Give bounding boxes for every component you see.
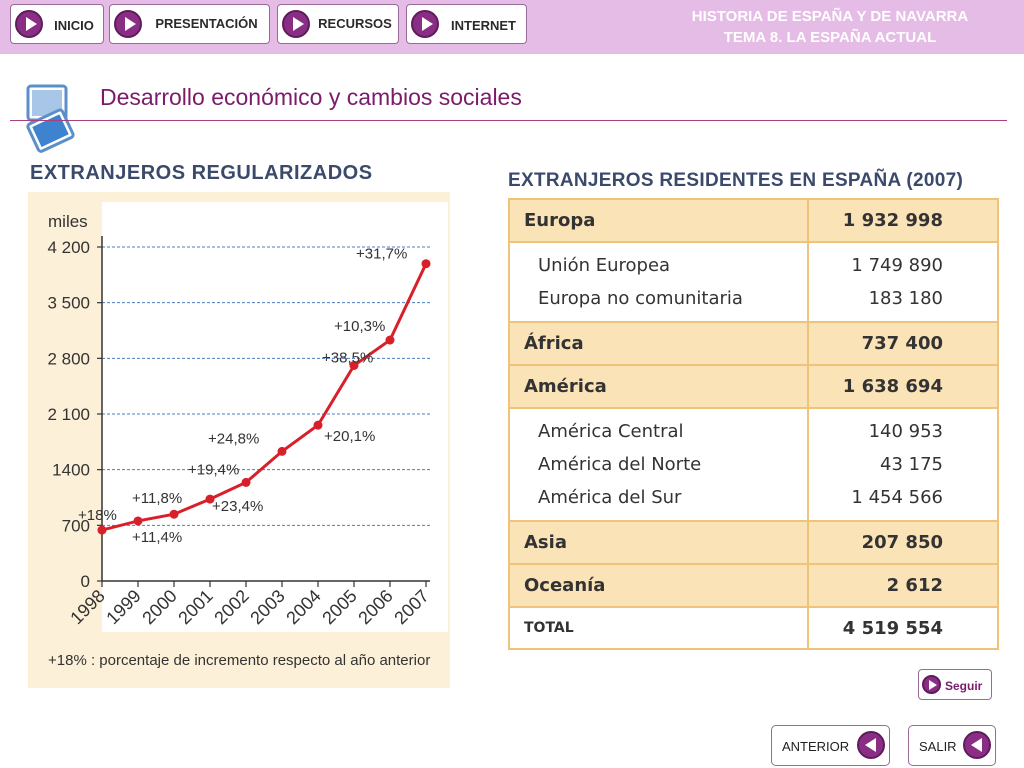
course-header: HISTORIA DE ESPAÑA Y DE NAVARRA TEMA 8. …: [660, 6, 1000, 48]
data-label: +38,5%: [322, 349, 373, 366]
data-label: +23,4%: [212, 498, 263, 515]
residents-table: Europa 1 932 998 Unión Europea Europa no…: [508, 198, 999, 650]
y-tick-label: 3 500: [47, 294, 90, 313]
table-row-europa-detail: Unión Europea Europa no comunitaria 1 74…: [508, 241, 999, 323]
data-label: +11,4%: [132, 529, 182, 546]
data-point: [349, 360, 359, 370]
nav-inicio-label: INICIO: [54, 18, 94, 33]
nav-presentacion-label: PRESENTACIÓN: [155, 16, 258, 31]
sub-label: América Central: [538, 421, 684, 442]
row-label: Oceanía: [508, 563, 809, 608]
data-label: +19,4%: [188, 461, 239, 478]
row-label: América: [508, 364, 809, 409]
sub-value: 1 749 890: [851, 255, 943, 276]
sub-label: Unión Europea: [538, 255, 671, 276]
data-label: +18%: [78, 507, 117, 524]
y-tick-label: 2 100: [47, 405, 90, 424]
data-label: +10,3%: [334, 318, 385, 335]
nav-internet-button[interactable]: INTERNET: [406, 4, 527, 44]
row-value: 1 932 998: [807, 198, 999, 243]
nav-internet-label: INTERNET: [451, 18, 516, 33]
row-sub-labels: Unión Europea Europa no comunitaria: [508, 241, 809, 323]
sub-label: América del Sur: [538, 487, 682, 508]
salir-button[interactable]: SALIR: [908, 725, 996, 766]
y-tick-label: 2 800: [47, 349, 90, 368]
row-value: 4 519 554: [807, 606, 999, 650]
table-row-america-detail: América Central América del Norte Améric…: [508, 407, 999, 522]
series-line: [101, 263, 428, 532]
back-arrow-icon: [857, 731, 885, 759]
table-heading: EXTRANJEROS RESIDENTES EN ESPAÑA (2007): [508, 170, 964, 191]
anterior-label: ANTERIOR: [782, 739, 850, 754]
back-arrow-icon: [963, 731, 991, 759]
course-title: HISTORIA DE ESPAÑA Y DE NAVARRA: [691, 8, 969, 25]
table-row-oceania: Oceanía 2 612: [508, 563, 999, 608]
data-label: +24,8%: [208, 430, 259, 447]
table-row-total: TOTAL 4 519 554: [508, 606, 999, 650]
sub-label: Europa no comunitaria: [538, 288, 743, 309]
nav-presentacion-button[interactable]: PRESENTACIÓN: [109, 4, 270, 44]
nav-inicio-button[interactable]: INICIO: [10, 4, 104, 44]
play-icon: [411, 10, 439, 38]
row-value: 737 400: [807, 321, 999, 366]
row-sub-values: 140 953 43 175 1 454 566: [807, 407, 999, 522]
play-icon: [922, 675, 941, 694]
table-row-europa: Europa 1 932 998: [508, 198, 999, 243]
y-tick-label: 1400: [52, 461, 90, 480]
row-value: 2 612: [807, 563, 999, 608]
sub-value: 183 180: [868, 288, 943, 309]
seguir-button[interactable]: Seguir: [918, 669, 992, 700]
sub-value: 1 454 566: [851, 487, 943, 508]
y-axis-unit-label: miles: [48, 212, 88, 231]
data-point: [313, 420, 323, 430]
seguir-label: Seguir: [945, 679, 983, 693]
chart-heading: EXTRANJEROS REGULARIZADOS: [30, 162, 373, 184]
page-title: Desarrollo económico y cambios sociales: [100, 84, 522, 110]
table-row-america: América 1 638 694: [508, 364, 999, 409]
sub-label: América del Norte: [538, 454, 702, 475]
row-label: Asia: [508, 520, 809, 565]
data-point: [169, 509, 179, 519]
data-point: [241, 477, 251, 487]
table-row-asia: Asia 207 850: [508, 520, 999, 565]
course-subtitle: TEMA 8. LA ESPAÑA ACTUAL: [723, 29, 937, 46]
sub-value: 140 953: [868, 421, 943, 442]
row-label: Europa: [508, 198, 809, 243]
monitor-logo-icon: [26, 84, 75, 153]
sub-value: 43 175: [880, 454, 943, 475]
data-point: [421, 259, 431, 269]
y-tick-label: 4 200: [47, 238, 90, 257]
data-point: [97, 525, 107, 535]
table-row-africa: África 737 400: [508, 321, 999, 366]
data-label: +20,1%: [324, 428, 375, 445]
row-value: 207 850: [807, 520, 999, 565]
title-underline: [10, 120, 1007, 121]
data-label: +11,8%: [132, 490, 182, 507]
y-tick-label: 700: [62, 516, 90, 535]
data-point: [277, 446, 287, 456]
play-icon: [15, 10, 43, 38]
data-point: [133, 516, 143, 526]
y-tick-label: 0: [81, 572, 90, 591]
salir-label: SALIR: [919, 739, 957, 754]
nav-recursos-label: RECURSOS: [318, 16, 392, 31]
row-label: TOTAL: [508, 606, 809, 650]
data-point: [385, 335, 395, 345]
row-label: África: [508, 321, 809, 366]
row-sub-labels: América Central América del Norte Améric…: [508, 407, 809, 522]
data-point: [205, 494, 215, 504]
row-value: 1 638 694: [807, 364, 999, 409]
plot-area: [102, 202, 448, 632]
chart-note: +18% : porcentaje de incremento respecto…: [48, 652, 430, 669]
nav-recursos-button[interactable]: RECURSOS: [277, 4, 399, 44]
play-icon: [282, 10, 310, 38]
row-sub-values: 1 749 890 183 180: [807, 241, 999, 323]
play-icon: [114, 10, 142, 38]
top-nav-bar: INICIO PRESENTACIÓN RECURSOS INTERNET HI…: [0, 0, 1024, 54]
data-label: +31,7%: [356, 246, 407, 263]
anterior-button[interactable]: ANTERIOR: [771, 725, 890, 766]
